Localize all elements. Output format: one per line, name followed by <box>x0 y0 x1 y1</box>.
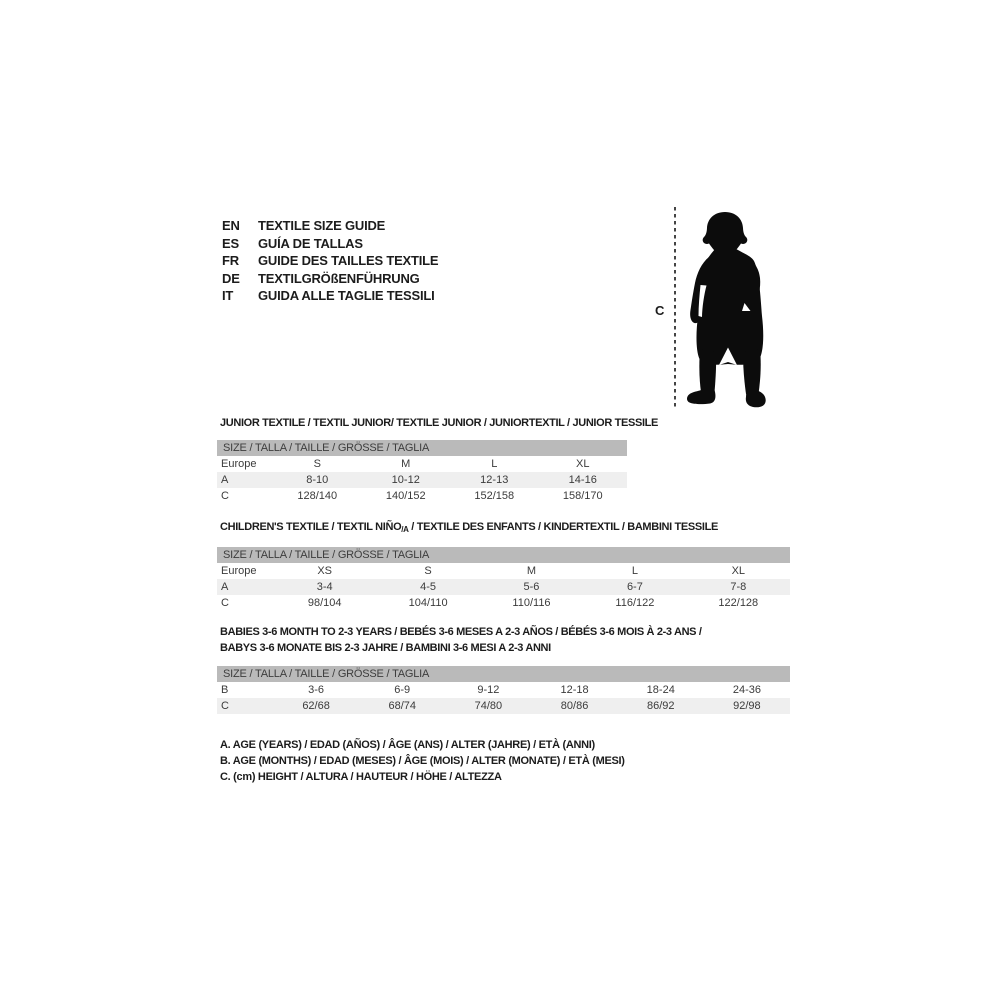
guide-title-de: TEXTILGRÖßENFÜHRUNG <box>258 270 420 286</box>
size-header-bar: SIZE / TALLA / TAILLE / GRÖSSE / TAGLIA <box>217 547 790 563</box>
height-cell: 92/98 <box>733 700 761 712</box>
children-size-table: SIZE / TALLA / TAILLE / GRÖSSE / TAGLIA … <box>217 547 790 611</box>
height-cell: 158/170 <box>562 490 603 502</box>
height-cell: 98/104 <box>307 597 342 609</box>
language-code: DE <box>222 270 240 286</box>
language-row-de: DE TEXTILGRÖßENFÜHRUNG <box>222 270 438 288</box>
legend-line-b: B. AGE (MONTHS) / EDAD (MESES) / ÂGE (MO… <box>220 755 625 767</box>
height-cell: 110/116 <box>512 597 551 609</box>
height-cell: 62/68 <box>302 700 330 712</box>
age-cell: 14-16 <box>568 474 597 486</box>
children-section-title: CHILDREN'S TEXTILE / TEXTIL NIÑO/A / TEX… <box>220 520 718 537</box>
height-cell: 116/122 <box>615 597 655 609</box>
table-row-height: C 62/68 68/74 74/80 80/86 86/92 92/98 <box>217 698 790 714</box>
age-cell: 5-6 <box>523 581 540 593</box>
row-label-cell: C <box>221 700 229 712</box>
size-cell: XS <box>317 565 333 577</box>
language-row-es: ES GUÍA DE TALLAS <box>222 235 438 253</box>
size-cell: XL <box>576 458 590 470</box>
language-code: EN <box>222 218 240 234</box>
row-label-cell: A <box>221 581 229 593</box>
size-cell: S <box>313 458 321 470</box>
table-row-height: C 98/104 104/110 110/116 116/122 122/128 <box>217 595 790 611</box>
legend-line-a: A. AGE (YEARS) / EDAD (AÑOS) / ÂGE (ANS)… <box>220 739 595 751</box>
height-cell: 80/86 <box>560 700 589 712</box>
age-cell: 9-12 <box>477 684 500 696</box>
size-header-bar: SIZE / TALLA / TAILLE / GRÖSSE / TAGLIA <box>217 666 790 682</box>
row-label-cell: A <box>221 474 229 486</box>
table-row-age-months: B 3-6 6-9 9-12 12-18 18-24 24-36 <box>217 682 790 698</box>
age-cell: 3-4 <box>316 581 333 593</box>
babies-section-title-line2: BABYS 3-6 MONATE BIS 2-3 JAHRE / BAMBINI… <box>220 642 551 654</box>
age-cell: 6-7 <box>626 581 643 593</box>
height-cell: 74/80 <box>474 700 503 712</box>
height-cell: 122/128 <box>718 597 759 609</box>
legend-block: A. AGE (YEARS) / EDAD (AÑOS) / ÂGE (ANS)… <box>220 737 625 785</box>
language-code: ES <box>222 235 239 251</box>
language-code: IT <box>222 288 234 304</box>
language-row-en: EN TEXTILE SIZE GUIDE <box>222 217 438 235</box>
table-row-height: C 128/140 140/152 152/158 158/170 <box>217 488 627 504</box>
row-label-cell: B <box>221 684 229 696</box>
language-row-it: IT GUIDA ALLE TAGLIE TESSILI <box>222 287 438 305</box>
table-row-age: A 8-10 10-12 12-13 14-16 <box>217 472 627 488</box>
height-measure-line <box>674 207 676 409</box>
size-cell: S <box>424 565 432 577</box>
language-code: FR <box>222 253 239 269</box>
height-cell: 152/158 <box>474 490 515 502</box>
table-row-europe: Europe S M L XL <box>217 456 627 472</box>
size-cell: M <box>526 565 537 577</box>
size-cell: L <box>631 565 638 577</box>
children-title-subscript: /A <box>401 525 409 534</box>
age-cell: 12-13 <box>480 474 509 486</box>
row-label-cell: Europe <box>221 565 257 577</box>
toddler-silhouette-icon <box>687 212 766 408</box>
age-cell: 18-24 <box>646 684 675 696</box>
height-cell: 104/110 <box>408 597 448 609</box>
age-cell: 12-18 <box>560 684 589 696</box>
junior-section-title: JUNIOR TEXTILE / TEXTIL JUNIOR/ TEXTILE … <box>220 417 659 429</box>
age-cell: 7-8 <box>730 581 747 593</box>
age-cell: 3-6 <box>308 684 325 696</box>
junior-size-table: SIZE / TALLA / TAILLE / GRÖSSE / TAGLIA … <box>217 440 627 504</box>
age-cell: 10-12 <box>391 474 420 486</box>
language-row-fr: FR GUIDE DES TAILLES TEXTILE <box>222 252 439 270</box>
size-cell: XL <box>731 565 746 577</box>
babies-section-title-line1: BABIES 3-6 MONTH TO 2-3 YEARS / BEBÉS 3-… <box>220 626 702 638</box>
size-cell: L <box>491 458 498 470</box>
size-cell: M <box>401 458 411 470</box>
guide-title-es: GUÍA DE TALLAS <box>258 235 363 251</box>
guide-title-it: GUIDA ALLE TAGLIE TESSILI <box>258 288 435 304</box>
age-cell: 4-5 <box>420 581 437 593</box>
row-label-cell: Europe <box>221 458 257 470</box>
height-marker-label: C <box>655 303 665 318</box>
height-cell: 86/92 <box>646 700 675 712</box>
age-cell: 8-10 <box>306 474 329 486</box>
babies-size-table: SIZE / TALLA / TAILLE / GRÖSSE / TAGLIA … <box>217 666 790 714</box>
row-label-cell: C <box>221 490 229 502</box>
row-label-cell: C <box>221 597 229 609</box>
table-row-age: A 3-4 4-5 5-6 6-7 7-8 <box>217 579 790 595</box>
height-cell: 128/140 <box>297 490 338 502</box>
children-title-text: CHILDREN'S TEXTILE / TEXTIL NIÑO <box>220 521 402 533</box>
table-row-europe: Europe XS S M L XL <box>217 563 790 579</box>
size-header-bar: SIZE / TALLA / TAILLE / GRÖSSE / TAGLIA <box>217 440 627 456</box>
legend-line-c: C. (cm) HEIGHT / ALTURA / HAUTEUR / HÖHE… <box>220 771 502 783</box>
guide-title-en: TEXTILE SIZE GUIDE <box>258 218 386 234</box>
age-cell: 6-9 <box>394 684 411 696</box>
height-cell: 68/74 <box>388 700 416 712</box>
children-title-text: / TEXTILE DES ENFANTS / KINDERTEXTIL / B… <box>408 521 718 533</box>
age-cell: 24-36 <box>732 684 761 696</box>
height-cell: 140/152 <box>385 490 426 502</box>
language-title-block: EN TEXTILE SIZE GUIDE ES GUÍA DE TALLAS … <box>222 217 439 305</box>
guide-title-fr: GUIDE DES TAILLES TEXTILE <box>258 253 439 269</box>
